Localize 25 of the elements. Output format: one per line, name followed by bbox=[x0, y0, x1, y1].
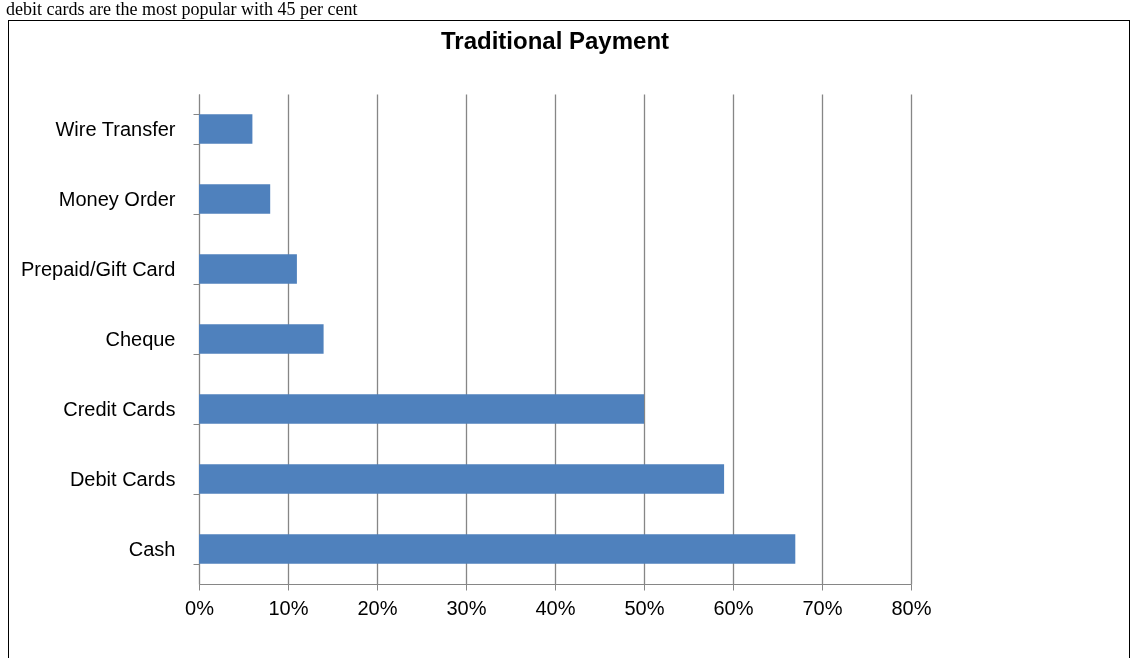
x-tick-label: 50% bbox=[624, 596, 665, 619]
x-tick-label: 20% bbox=[357, 596, 398, 619]
y-tick-label: Cheque bbox=[105, 327, 176, 350]
bar bbox=[199, 534, 796, 564]
x-tick-label: 30% bbox=[446, 596, 487, 619]
y-tick-label: Credit Cards bbox=[63, 397, 176, 420]
bar bbox=[199, 464, 725, 494]
bar bbox=[199, 324, 324, 354]
y-tick-label: Wire Transfer bbox=[55, 117, 176, 140]
x-tick-label: 40% bbox=[535, 596, 576, 619]
y-tick-label: Cash bbox=[128, 537, 176, 560]
x-tick-label: 80% bbox=[891, 596, 932, 619]
bar bbox=[199, 114, 253, 144]
x-tick-label: 0% bbox=[185, 596, 215, 619]
x-tick-label: 70% bbox=[802, 596, 843, 619]
text: debit cards are the most popular with 45 per cent bbox=[6, 0, 358, 19]
y-tick-label: Debit Cards bbox=[69, 467, 176, 490]
bar bbox=[199, 394, 644, 424]
y-tick-label: Prepaid/Gift Card bbox=[20, 257, 176, 280]
x-tick-label: 60% bbox=[713, 596, 754, 619]
chart-title: Traditional Payment bbox=[440, 27, 670, 54]
bar bbox=[199, 184, 271, 214]
y-tick-label: Money Order bbox=[58, 187, 176, 210]
bar bbox=[199, 254, 297, 284]
x-tick-label: 10% bbox=[268, 596, 309, 619]
